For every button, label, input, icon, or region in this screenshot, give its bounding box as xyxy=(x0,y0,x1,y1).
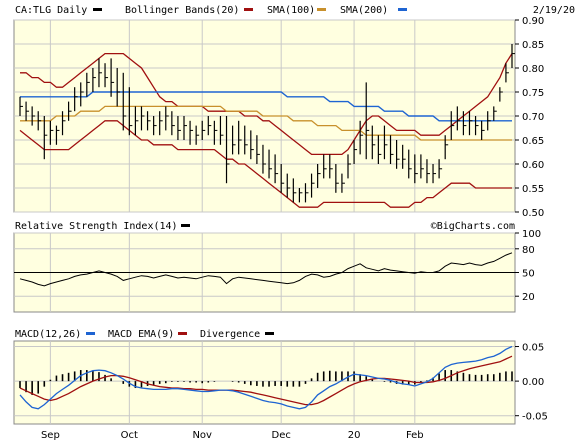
y-tick-label: 0.05 xyxy=(522,343,544,354)
macd-ema-legend-swatch xyxy=(178,332,187,335)
y-tick-label: 0.70 xyxy=(522,112,544,123)
price-legend-swatch xyxy=(93,8,102,11)
bollinger-label: Bollinger Bands(20) xyxy=(125,5,239,16)
rsi-legend-swatch xyxy=(181,224,190,227)
x-tick-label: Dec xyxy=(272,430,291,441)
y-tick-label: 0.75 xyxy=(522,88,544,99)
sma100-line xyxy=(20,105,512,141)
y-tick-label: 100 xyxy=(522,229,541,240)
macd-ema-line xyxy=(19,355,513,406)
sma200-line xyxy=(20,91,512,122)
y-tick-label: 0.80 xyxy=(522,64,544,75)
bollinger-legend-swatch xyxy=(244,8,253,11)
y-tick-label: -0.05 xyxy=(522,412,548,423)
macd-legend-swatch xyxy=(86,332,95,335)
y-tick-label: 0.65 xyxy=(522,136,544,147)
bollinger-upper-line xyxy=(20,52,513,156)
macd-line xyxy=(19,345,513,410)
bigcharts-credit: ©BigCharts.com xyxy=(431,221,515,232)
x-tick-label: Feb xyxy=(406,430,424,441)
divergence-legend-swatch xyxy=(265,332,274,335)
chart-date: 2/19/20 xyxy=(533,5,575,16)
sma100-label: SMA(100) xyxy=(267,5,315,16)
tick-labels: Sep Oct Nov Dec 20 Feb 0.50 0.55 0.60 0.65 0.70 0.7… xyxy=(41,16,548,441)
x-tick-label: Oct xyxy=(121,430,138,441)
rsi-label: Relative Strength Index(14) xyxy=(15,221,178,232)
macd-label: MACD(12,26) xyxy=(15,329,81,340)
x-tick-label: Nov xyxy=(192,430,212,441)
y-tick-label: 50 xyxy=(522,269,535,280)
y-tick-label: 0.50 xyxy=(522,208,544,219)
y-tick-label: 0.60 xyxy=(522,160,544,171)
divergence-label: Divergence xyxy=(200,329,260,340)
x-tick-label: Sep xyxy=(41,430,60,441)
bollinger-lower-line xyxy=(19,120,512,208)
sma200-label: SMA(200) xyxy=(340,5,388,16)
y-tick-label: 80 xyxy=(522,245,535,256)
rsi-line xyxy=(19,252,513,287)
sma100-legend-swatch xyxy=(317,8,326,11)
x-tick-label: 20 xyxy=(348,430,361,441)
y-tick-label: 20 xyxy=(522,292,535,303)
symbol-label: CA:TLG Daily xyxy=(15,5,87,16)
y-tick-label: 0.00 xyxy=(522,377,544,388)
y-tick-label: 0.55 xyxy=(522,184,544,195)
macd-ema-label: MACD EMA(9) xyxy=(108,329,174,340)
sma200-legend-swatch xyxy=(398,8,407,11)
y-tick-label: 0.85 xyxy=(522,40,544,51)
y-tick-label: 0.90 xyxy=(522,16,544,27)
series-layer xyxy=(14,44,515,410)
